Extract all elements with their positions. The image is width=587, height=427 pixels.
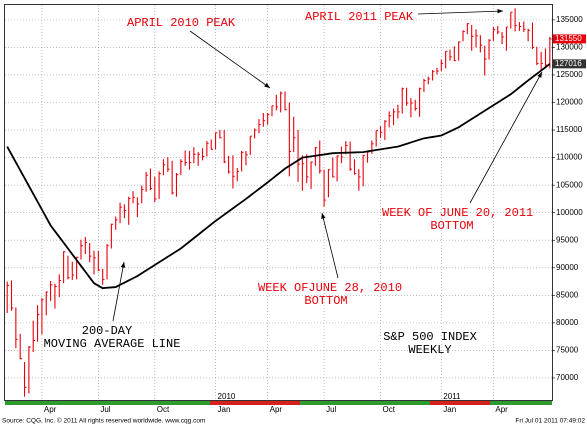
annotation: WEEK OF JUNE 20, 2011	[382, 206, 533, 220]
annotation: 200-DAY	[82, 324, 132, 338]
arrow	[112, 261, 126, 322]
y-tick-label: 90000	[556, 263, 579, 272]
timestamp: Fri Jul 01 2011 07:49:02	[515, 418, 585, 425]
x-tick-label: Oct	[383, 405, 396, 414]
annotation: APRIL 2010 PEAK	[127, 16, 236, 30]
y-tick-label: 105000	[556, 180, 583, 189]
grid	[5, 5, 552, 400]
last-price-box	[553, 34, 586, 44]
y-tick-label: 70000	[556, 373, 579, 382]
y-tick-label: 120000	[556, 98, 583, 107]
y-tick-label: 125000	[556, 70, 583, 79]
annotation: S&P 500 INDEX	[383, 330, 477, 344]
y-tick-label: 95000	[556, 235, 579, 244]
arrow	[189, 30, 271, 89]
arrow	[469, 71, 543, 204]
arrow	[417, 8, 504, 15]
last-average-box	[553, 59, 586, 69]
y-tick-label: 85000	[556, 290, 579, 299]
x-tick-label: Jan	[443, 405, 456, 414]
x-tick-label: Jan	[218, 405, 231, 414]
arrow	[321, 212, 339, 279]
plot	[6, 8, 552, 397]
x-tick-label: Apr	[495, 405, 508, 414]
y-tick-label: 110000	[556, 153, 583, 162]
y-tick-label: 130000	[556, 43, 583, 52]
annotation: BOTTOM	[430, 219, 473, 233]
x-tick-label: Jul	[100, 405, 110, 414]
last-average-label: 127016	[555, 59, 582, 68]
x-tick-label: Apr	[270, 405, 283, 414]
last-price-label: 131550	[555, 34, 582, 43]
x-tick-label: Apr	[44, 405, 57, 414]
y-tick-label: 135000	[556, 15, 583, 24]
annotation: BOTTOM	[304, 294, 347, 308]
source: Source: CQG, Inc. © 2011 All rights rese…	[2, 417, 205, 425]
annotation: APRIL 2011 PEAK	[305, 10, 414, 24]
y-tick-label: 100000	[556, 208, 583, 217]
year-label: 2011	[443, 392, 461, 401]
session-strip	[210, 401, 300, 405]
x-tick-label: Jul	[326, 405, 336, 414]
annotation: WEEKLY	[408, 343, 451, 357]
y-tick-label: 80000	[556, 318, 579, 327]
plot-frame	[4, 4, 553, 401]
annotation: WEEK OFJUNE 28, 2010	[258, 281, 402, 295]
year-label: 2010	[218, 392, 236, 401]
x-tick-label: Oct	[157, 405, 170, 414]
y-tick-label: 115000	[556, 125, 583, 134]
y-tick-label: 75000	[556, 346, 579, 355]
moving-average-line	[6, 63, 551, 290]
session-strip	[430, 401, 490, 405]
annotation: MOVING AVERAGE LINE	[44, 337, 181, 351]
